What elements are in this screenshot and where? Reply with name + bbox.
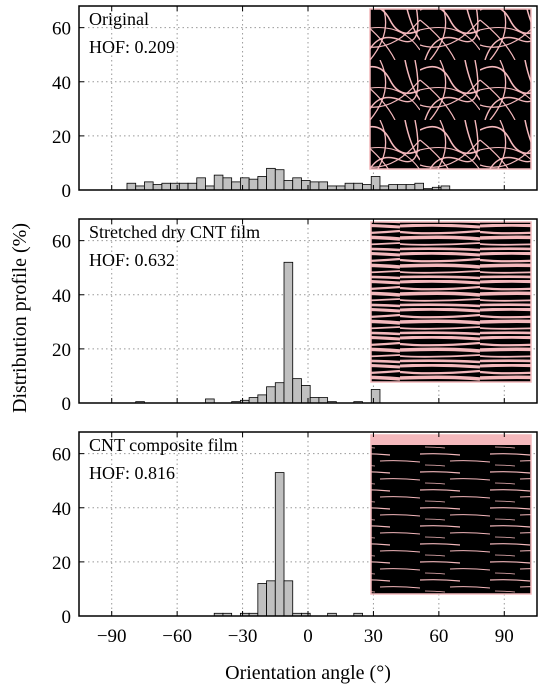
x-tick-label: 30 (364, 626, 383, 647)
x-tick-label: −60 (162, 626, 192, 647)
y-tick-label: 60 (52, 232, 71, 253)
bar (266, 386, 276, 404)
bar (161, 182, 171, 191)
inset-image (370, 9, 531, 169)
inset-image (371, 222, 531, 382)
bar (283, 580, 294, 617)
x-tick-label: 90 (495, 626, 514, 647)
bar (187, 182, 198, 191)
bar (301, 385, 311, 404)
bar (309, 181, 320, 191)
bar (196, 177, 206, 191)
y-tick-label: 40 (52, 73, 71, 94)
bar (178, 182, 189, 191)
bar (318, 181, 329, 191)
bar (257, 583, 267, 617)
bar (397, 184, 407, 191)
y-tick-label: 40 (52, 286, 71, 307)
y-tick-label: 60 (52, 445, 71, 466)
bar (362, 184, 372, 191)
inset-border (370, 434, 532, 595)
y-tick-label: 20 (52, 553, 71, 574)
bar (257, 176, 267, 191)
x-axis-title: Orientation angle (°) (225, 662, 391, 684)
bar (239, 177, 250, 191)
y-tick-label: 60 (52, 19, 71, 40)
panel-1: 0 20 40 60 Original HOF: 0.209 (52, 5, 538, 202)
bar (370, 389, 381, 404)
bar (283, 180, 294, 191)
bar (266, 167, 276, 191)
bar (274, 169, 285, 191)
bar (126, 182, 137, 191)
bar (274, 472, 285, 617)
bar (231, 181, 241, 191)
bar (266, 580, 276, 617)
panel-title: Stretched dry CNT film (89, 222, 260, 242)
x-tick-label: 60 (429, 626, 448, 647)
bar (309, 397, 320, 404)
bar (152, 184, 163, 191)
x-tick-label: −90 (97, 626, 127, 647)
y-tick-label: 0 (62, 607, 72, 628)
bar (388, 184, 398, 191)
bar (144, 181, 154, 191)
panel-2: 0 20 40 60 Stretched dry CNT film HOF: 0.632 (52, 218, 538, 415)
bar (213, 174, 224, 191)
inset-border (370, 221, 532, 383)
panel-hof: HOF: 0.816 (89, 463, 175, 483)
bar (257, 394, 267, 404)
bar (248, 178, 259, 191)
x-tick-label: −30 (228, 626, 258, 647)
bar (370, 176, 381, 191)
panel-hof: HOF: 0.209 (89, 37, 175, 57)
bar (318, 397, 329, 404)
inset-image (371, 435, 531, 594)
panel-title: CNT composite film (89, 435, 238, 455)
bar (405, 184, 416, 191)
y-tick-label: 0 (62, 394, 72, 415)
bar (283, 261, 294, 404)
bar (222, 177, 233, 191)
bar (170, 182, 180, 191)
y-axis-title: Distribution profile (%) (9, 223, 31, 413)
x-tick-label: 0 (303, 626, 313, 647)
panel-hof: HOF: 0.632 (89, 250, 175, 270)
bar (274, 382, 285, 404)
bar (353, 182, 363, 191)
panel-3: 0 20 40 60 CNT composite film HOF: 0.816 (52, 431, 538, 628)
inset-top-band (371, 435, 531, 445)
bar (414, 182, 424, 191)
panel-title: Original (89, 9, 149, 29)
y-tick-label: 0 (62, 181, 72, 202)
bar (248, 397, 259, 404)
bar (292, 177, 302, 191)
inset-border (369, 8, 532, 170)
bar (301, 180, 311, 191)
y-tick-label: 20 (52, 127, 71, 148)
y-tick-label: 40 (52, 499, 71, 520)
bar (344, 182, 355, 191)
y-tick-label: 20 (52, 340, 71, 361)
bar (292, 378, 302, 404)
